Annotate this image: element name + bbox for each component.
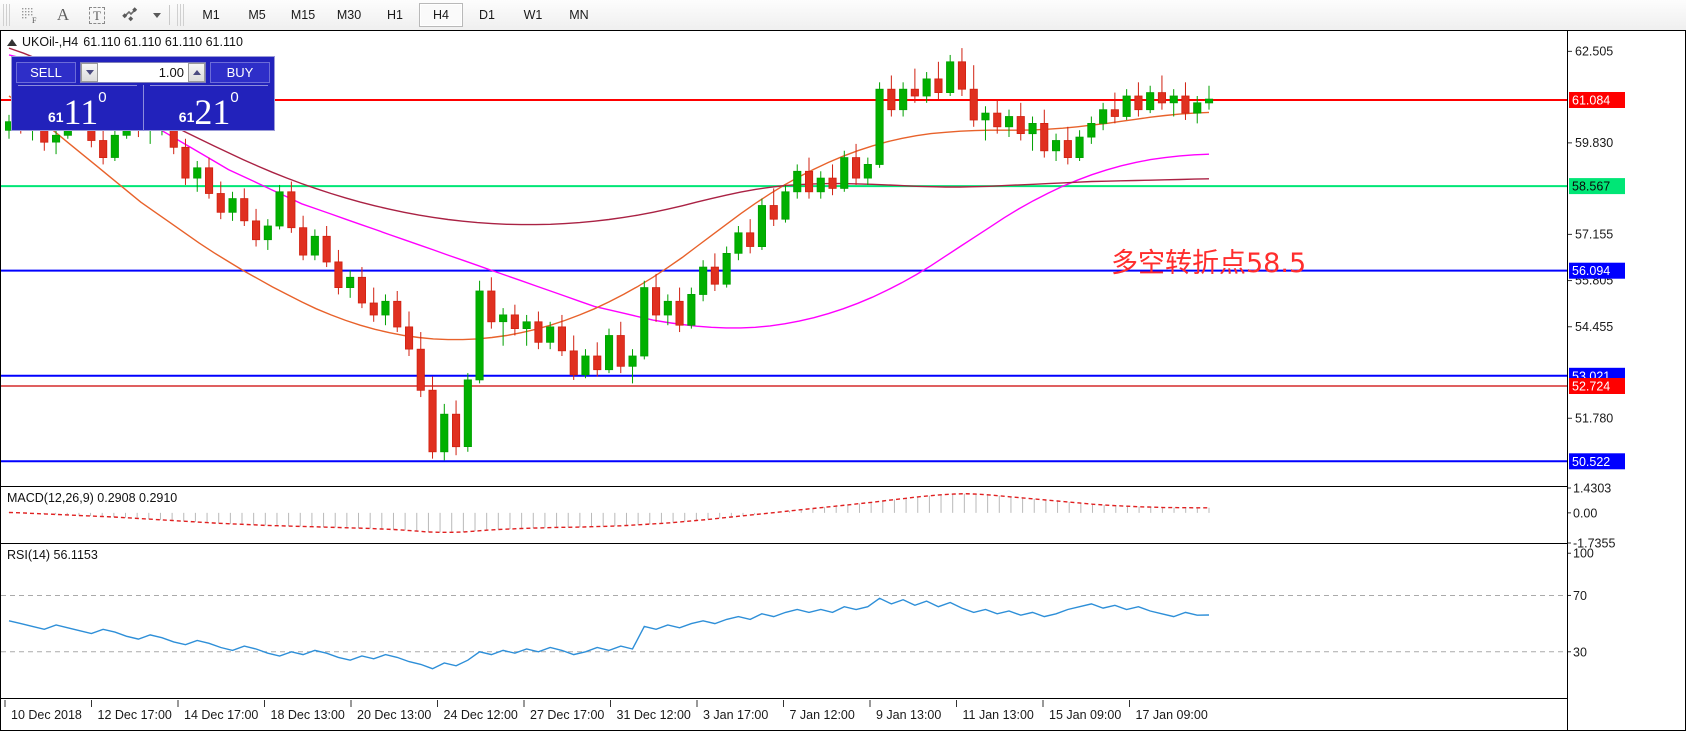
volume-decrement-button[interactable]: [81, 63, 98, 82]
buy-button[interactable]: BUY: [210, 62, 270, 83]
collapse-triangle-icon[interactable]: [7, 38, 17, 46]
svg-text:11 Jan 13:00: 11 Jan 13:00: [963, 708, 1034, 722]
buy-price-fraction: 0: [230, 89, 239, 106]
chart-annotation-text: 多空转折点58.5: [1111, 248, 1307, 279]
svg-text:1.4303: 1.4303: [1573, 482, 1611, 496]
timeframe-h4[interactable]: H4: [419, 3, 463, 27]
svg-text:9 Jan 13:00: 9 Jan 13:00: [876, 708, 941, 722]
macd-pane[interactable]: MACD(12,26,9) 0.2908 0.2910: [1, 488, 1685, 544]
svg-text:70: 70: [1573, 589, 1587, 603]
buy-price-display[interactable]: 61 21 0: [142, 85, 275, 132]
sell-price-display[interactable]: 61 11 0: [12, 85, 143, 131]
svg-text:24 Dec 12:00: 24 Dec 12:00: [444, 708, 518, 722]
sell-price-prefix: 61: [47, 109, 64, 125]
svg-text:3 Jan 17:00: 3 Jan 17:00: [703, 708, 768, 722]
symbol-label: UKOil-,H4: [22, 35, 79, 49]
svg-text:20 Dec 13:00: 20 Dec 13:00: [357, 708, 431, 722]
timeframe-grip[interactable]: [177, 4, 184, 26]
buy-price-prefix: 61: [178, 109, 195, 125]
svg-text:100: 100: [1573, 547, 1594, 561]
svg-text:17 Jan 09:00: 17 Jan 09:00: [1136, 708, 1208, 722]
svg-text:61.084: 61.084: [1572, 93, 1610, 107]
price-pane[interactable]: UKOil-,H4 61.110 61.110 61.110 61.110 SE…: [1, 31, 1685, 487]
macd-plot: [8, 492, 1210, 533]
svg-text:52.724: 52.724: [1572, 379, 1610, 393]
svg-text:10 Dec 2018: 10 Dec 2018: [11, 708, 82, 722]
volume-input[interactable]: 1.00: [98, 63, 188, 82]
timeframe-m30[interactable]: M30: [336, 8, 362, 22]
price-axis[interactable]: 62.505 59.830 57.155 55.805 54.455 51.780 61.0…: [1567, 31, 1685, 730]
svg-text:0.00: 0.00: [1573, 506, 1597, 520]
macd-title: MACD(12,26,9) 0.2908 0.2910: [7, 491, 178, 505]
svg-text:62.505: 62.505: [1575, 44, 1613, 58]
timeframe-d1[interactable]: D1: [479, 8, 495, 22]
svg-text:-1.7355: -1.7355: [1573, 537, 1615, 551]
svg-text:14 Dec 17:00: 14 Dec 17:00: [184, 708, 258, 722]
toolbar: F A T M1 M5 M15 M30 H1 H4 D1 W1 MN: [0, 0, 1686, 31]
ohlc-label: 61.110 61.110 61.110 61.110: [83, 35, 243, 49]
timeframe-m15[interactable]: M15: [290, 8, 316, 22]
timeframe-h1[interactable]: H1: [387, 8, 403, 22]
svg-text:51.780: 51.780: [1575, 411, 1613, 425]
svg-text:F: F: [32, 16, 37, 25]
rsi-pane[interactable]: RSI(14) 56.1153: [1, 545, 1685, 699]
svg-text:18 Dec 13:00: 18 Dec 13:00: [271, 708, 345, 722]
timeframe-m1[interactable]: M1: [202, 8, 220, 22]
sell-price-fraction: 0: [98, 89, 107, 106]
volume-increment-button[interactable]: [188, 63, 205, 82]
chart-area[interactable]: UKOil-,H4 61.110 61.110 61.110 61.110 SE…: [0, 30, 1686, 731]
price-plot: [1, 47, 1567, 463]
svg-text:56.094: 56.094: [1572, 264, 1610, 278]
svg-text:7 Jan 12:00: 7 Jan 12:00: [790, 708, 855, 722]
svg-text:30: 30: [1573, 645, 1587, 659]
time-axis: 10 Dec 2018 12 Dec 17:00 14 Dec 17:00 18 De…: [1, 700, 1685, 730]
text-label-icon[interactable]: A: [56, 5, 70, 24]
timeframe-m5[interactable]: M5: [248, 8, 266, 22]
volume-stepper[interactable]: 1.00: [80, 62, 206, 83]
sell-button[interactable]: SELL: [16, 62, 76, 83]
svg-text:54.455: 54.455: [1575, 320, 1613, 334]
buy-price-main: 21: [194, 92, 231, 132]
rsi-plot: [1, 594, 1567, 670]
quote-bar: UKOil-,H4 61.110 61.110 61.110 61.110: [7, 35, 243, 49]
svg-text:59.830: 59.830: [1575, 136, 1613, 150]
text-box-icon[interactable]: T: [80, 1, 114, 29]
sell-price-main: 11: [63, 92, 99, 132]
crosshair-f-icon[interactable]: F: [12, 1, 46, 29]
svg-text:27 Dec 17:00: 27 Dec 17:00: [530, 708, 604, 722]
one-click-trading-panel[interactable]: SELL 1.00 BUY 61 11 0: [11, 56, 275, 131]
timeframe-mn[interactable]: MN: [569, 8, 589, 22]
toolbar-separator: [169, 5, 170, 25]
svg-text:50.522: 50.522: [1572, 455, 1610, 469]
objects-dropdown-icon[interactable]: [148, 1, 164, 29]
svg-text:31 Dec 12:00: 31 Dec 12:00: [617, 708, 691, 722]
rsi-title: RSI(14) 56.1153: [7, 548, 98, 562]
objects-icon[interactable]: [114, 1, 148, 29]
svg-text:12 Dec 17:00: 12 Dec 17:00: [98, 708, 172, 722]
toolbar-grip[interactable]: [3, 4, 10, 26]
timeframe-w1[interactable]: W1: [523, 8, 543, 22]
svg-text:58.567: 58.567: [1572, 180, 1610, 194]
svg-text:57.155: 57.155: [1575, 227, 1613, 241]
svg-text:15 Jan 09:00: 15 Jan 09:00: [1049, 708, 1121, 722]
